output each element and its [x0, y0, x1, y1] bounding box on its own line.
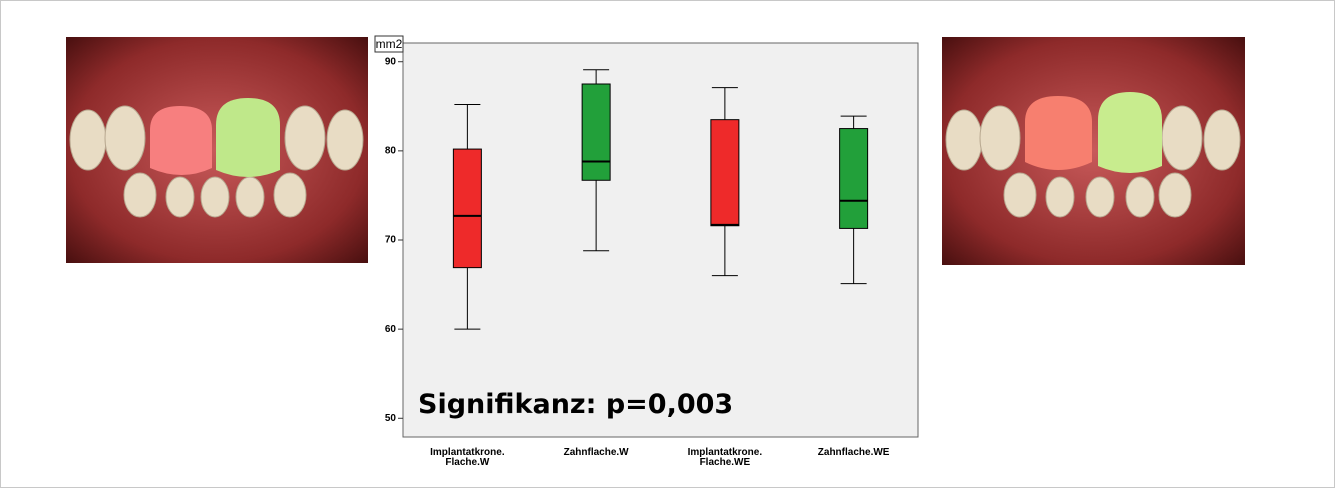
y-tick-label: 90 [385, 56, 397, 67]
x-tick-label-line: Zahnflache.W [564, 447, 630, 458]
y-tick-label: 50 [385, 413, 397, 424]
x-tick-label-line: Zahnflache.WE [818, 447, 890, 458]
box [840, 129, 868, 229]
photo-right [942, 37, 1245, 265]
y-tick-label: 60 [385, 324, 397, 335]
y-tick-label: 70 [385, 235, 397, 246]
x-tick-label: Zahnflache.W [564, 447, 630, 458]
x-tick-label: Zahnflache.WE [818, 447, 890, 458]
x-tick-label-line: Flache.W [445, 457, 489, 468]
box [711, 120, 739, 226]
y-axis-label: mm2 [376, 37, 403, 51]
x-tick-label-line: Flache.WE [700, 457, 751, 468]
photo-left [66, 37, 368, 263]
box [582, 84, 610, 180]
figure: mm2 Signifikanz: p=0,003 5060708090Impla… [0, 0, 1335, 488]
box [453, 149, 481, 268]
y-tick-label: 80 [385, 146, 397, 157]
annotation: Signifikanz: p=0,003 [418, 389, 733, 420]
